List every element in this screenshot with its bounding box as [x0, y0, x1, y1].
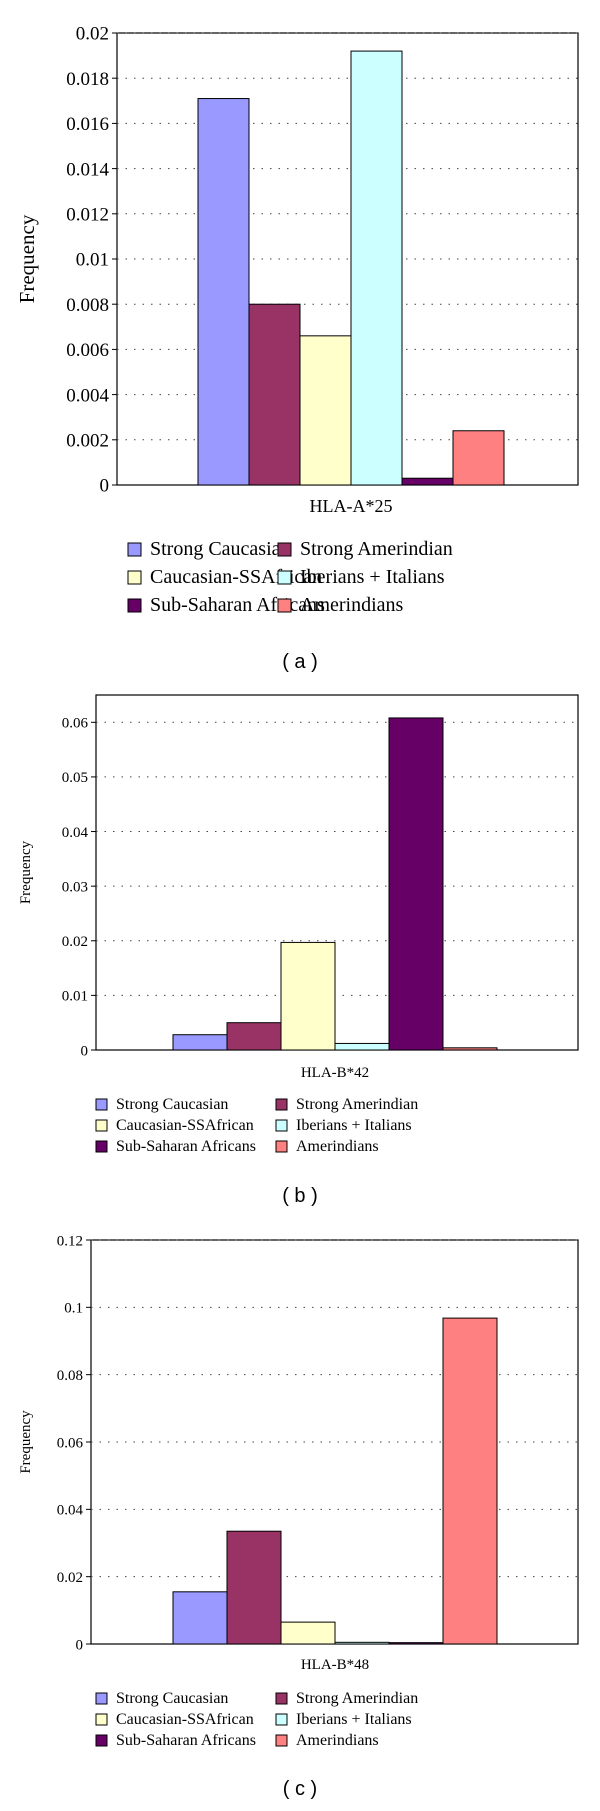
legend-label: Iberians + Italians: [296, 1117, 412, 1134]
chart-1: 0 0.002 0.004 0.006 0.008 0.01 0.012 0.014 0.016…: [15, 24, 579, 673]
chart-2: 0 0.01 0.02 0.03 0.04 0.05 0.06 Frequency HLA-B*…: [18, 694, 579, 1207]
bar-amerindians: [442, 1047, 498, 1051]
legend-label: Sub-Saharan Africans: [116, 1138, 256, 1155]
bar-caucasian-ssafrican: [280, 941, 336, 1051]
plot-area: [90, 1239, 579, 1645]
y-tick-label: 0.06: [57, 1435, 84, 1451]
y-tick-label: 0.006: [66, 340, 109, 361]
legend-swatch: [95, 1734, 108, 1747]
bar-sub-saharan-africans: [401, 477, 454, 486]
y-tick-label: 0.1: [64, 1301, 83, 1317]
legend-swatch: [95, 1713, 108, 1726]
legend-swatch: [275, 1098, 288, 1111]
bar-strong-amerindian: [248, 303, 301, 486]
legend-swatch: [277, 570, 292, 585]
panel-label: ( a ): [282, 651, 318, 673]
legend-swatch: [277, 598, 292, 613]
y-tick-label: 0.02: [76, 24, 109, 45]
y-tick-label: 0.012: [66, 204, 109, 225]
y-tick-label: 0.05: [62, 770, 88, 786]
legend-label: Iberians + Italians: [300, 566, 445, 588]
legend-swatch: [275, 1140, 288, 1153]
legend-label: Amerindians: [300, 594, 404, 616]
bar-sub-saharan-africans: [388, 717, 444, 1051]
y-tick-label: 0.04: [57, 1503, 84, 1519]
bar-strong-amerindian: [226, 1022, 282, 1051]
y-tick-label: 0.03: [62, 879, 88, 895]
y-tick-label: 0.016: [66, 114, 109, 135]
y-tick-label: 0.004: [66, 385, 109, 406]
x-category-label: HLA-A*25: [310, 496, 393, 516]
bar-strong-caucasian: [197, 98, 250, 486]
panel-label: ( b ): [282, 1185, 318, 1207]
legend-swatch: [127, 598, 142, 613]
y-axis-label: Frequency: [15, 214, 39, 303]
legend-label: Caucasian-SSAfrican: [116, 1117, 254, 1134]
legend-swatch: [275, 1734, 288, 1747]
legend-swatch: [127, 570, 142, 585]
legend-swatch: [95, 1119, 108, 1132]
y-tick-label: 0.08: [57, 1368, 83, 1384]
y-tick-label: 0.01: [76, 250, 109, 271]
legend-label: Iberians + Italians: [296, 1711, 412, 1728]
y-tick-label: 0.02: [62, 934, 88, 950]
legend-swatch: [275, 1692, 288, 1705]
legend: Strong Caucasian Strong Amerindian Caucasi…: [95, 1690, 418, 1749]
legend: Strong Caucasian Strong Amerindian Caucasi…: [95, 1096, 418, 1155]
y-tick-label: 0.02: [57, 1570, 83, 1586]
bar-caucasian-ssafrican: [280, 1621, 336, 1645]
legend-label: Amerindians: [296, 1732, 379, 1749]
bar-strong-caucasian: [172, 1034, 228, 1051]
legend-label: Strong Caucasian: [150, 538, 291, 560]
y-tick-label: 0.04: [62, 825, 89, 841]
bar-caucasian-ssafrican: [299, 335, 352, 486]
legend-label: Sub-Saharan Africans: [150, 594, 325, 616]
y-tick-label: 0.002: [66, 430, 109, 451]
y-tick-label: 0.06: [62, 716, 89, 732]
y-axis-label: Frequency: [18, 1410, 34, 1474]
legend-label: Caucasian-SSAfrican: [150, 566, 322, 588]
panel-label: ( c ): [283, 1778, 317, 1800]
legend: Strong Caucasian Strong Amerindian Caucasi…: [127, 538, 453, 616]
legend-label: Strong Amerindian: [300, 538, 453, 560]
legend-swatch: [95, 1692, 108, 1705]
legend-label: Strong Amerindian: [296, 1690, 418, 1707]
y-tick-label: 0.008: [66, 295, 109, 316]
legend-swatch: [275, 1713, 288, 1726]
legend-swatch: [95, 1098, 108, 1111]
bar-sub-saharan-africans: [388, 1642, 444, 1645]
x-category-label: HLA-B*48: [301, 1657, 369, 1673]
y-tick-label: 0.018: [66, 69, 109, 90]
bar-amerindians: [442, 1317, 498, 1645]
legend-swatch: [277, 542, 292, 557]
legend-label: Amerindians: [296, 1138, 379, 1155]
legend-label: Sub-Saharan Africans: [116, 1732, 256, 1749]
y-tick-label: 0.01: [62, 989, 88, 1005]
plot-area: [95, 694, 579, 1051]
bar-strong-amerindian: [226, 1530, 282, 1645]
chart-3: 0 0.02 0.04 0.06 0.08 0.1 0.12 Frequency HLA-B*4…: [18, 1233, 579, 1800]
bar-iberians-italians: [334, 1042, 390, 1051]
y-tick-label: 0: [100, 476, 110, 497]
bar-strong-caucasian: [172, 1591, 228, 1645]
y-axis-label: Frequency: [18, 840, 34, 904]
bar-amerindians: [452, 430, 505, 486]
y-tick-label: 0.12: [57, 1233, 83, 1249]
bar-iberians-italians: [334, 1641, 390, 1645]
y-tick-label: 0: [76, 1637, 84, 1653]
legend-label: Strong Caucasian: [116, 1096, 228, 1113]
y-tick-label: 0.014: [66, 159, 109, 180]
legend-label: Strong Caucasian: [116, 1690, 228, 1707]
legend-label: Caucasian-SSAfrican: [116, 1711, 254, 1728]
legend-swatch: [95, 1140, 108, 1153]
y-tick-label: 0: [81, 1043, 89, 1059]
bar-iberians-italians: [350, 50, 403, 486]
legend-label: Strong Amerindian: [296, 1096, 418, 1113]
x-category-label: HLA-B*42: [301, 1065, 369, 1081]
legend-swatch: [127, 542, 142, 557]
legend-swatch: [275, 1119, 288, 1132]
